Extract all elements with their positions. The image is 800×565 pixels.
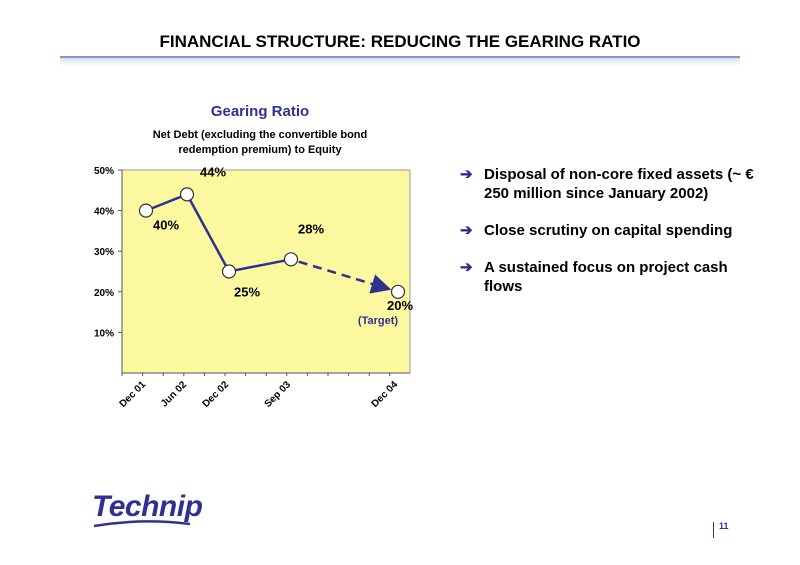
target-annotation: (Target) — [358, 315, 398, 327]
projected-line — [298, 260, 392, 294]
x-tick-label: Sep 03 — [263, 379, 294, 410]
title-divider-band — [60, 56, 740, 66]
bullet-item: ➔ Disposal of non-core fixed assets (~ €… — [458, 165, 758, 203]
bullet-text: Disposal of non-core fixed assets (~ € 2… — [484, 166, 754, 202]
y-tick-label: 10% — [94, 328, 114, 339]
data-label: 28% — [298, 221, 324, 236]
bullet-list: ➔ Disposal of non-core fixed assets (~ €… — [458, 165, 758, 314]
arrow-right-icon: ➔ — [460, 259, 473, 276]
bullet-item: ➔ Close scrutiny on capital spending — [458, 221, 758, 240]
data-point — [179, 187, 195, 202]
y-tick-label: 30% — [94, 247, 114, 258]
arrow-right-icon: ➔ — [460, 222, 473, 239]
technip-logo: Technip — [92, 490, 203, 523]
x-tick-label: Jun 02 — [159, 379, 189, 409]
page-number: 11 — [719, 521, 729, 531]
logo-swoosh — [93, 520, 191, 528]
bullet-text: A sustained focus on project cash flows — [484, 259, 728, 295]
data-label: 44% — [200, 164, 226, 179]
bullet-text: Close scrutiny on capital spending — [484, 222, 733, 239]
y-tick-label: 50% — [94, 166, 114, 177]
data-label: 20% — [387, 298, 413, 313]
title-divider-line — [60, 56, 740, 58]
plot-area — [121, 169, 411, 374]
data-point — [390, 284, 406, 299]
data-point — [283, 252, 299, 267]
series-line — [145, 192, 292, 273]
data-point — [138, 203, 154, 218]
y-tick-label: 20% — [94, 288, 114, 299]
page-number-divider — [713, 522, 714, 538]
x-tick-label: Dec 01 — [118, 379, 149, 410]
x-tick-label: Dec 04 — [370, 379, 401, 410]
data-label: 40% — [153, 218, 179, 233]
y-tick-label: 40% — [94, 207, 114, 218]
chart-subtitle: Net Debt (excluding the convertible bond… — [152, 129, 368, 156]
chart-title: Gearing Ratio — [210, 103, 310, 120]
arrow-right-icon: ➔ — [460, 166, 473, 183]
data-label: 25% — [234, 285, 260, 300]
x-tick-label: Dec 02 — [201, 379, 232, 410]
data-point — [221, 264, 237, 279]
bullet-item: ➔ A sustained focus on project cash flow… — [458, 258, 758, 296]
slide-title: FINANCIAL STRUCTURE: REDUCING THE GEARIN… — [159, 32, 641, 51]
